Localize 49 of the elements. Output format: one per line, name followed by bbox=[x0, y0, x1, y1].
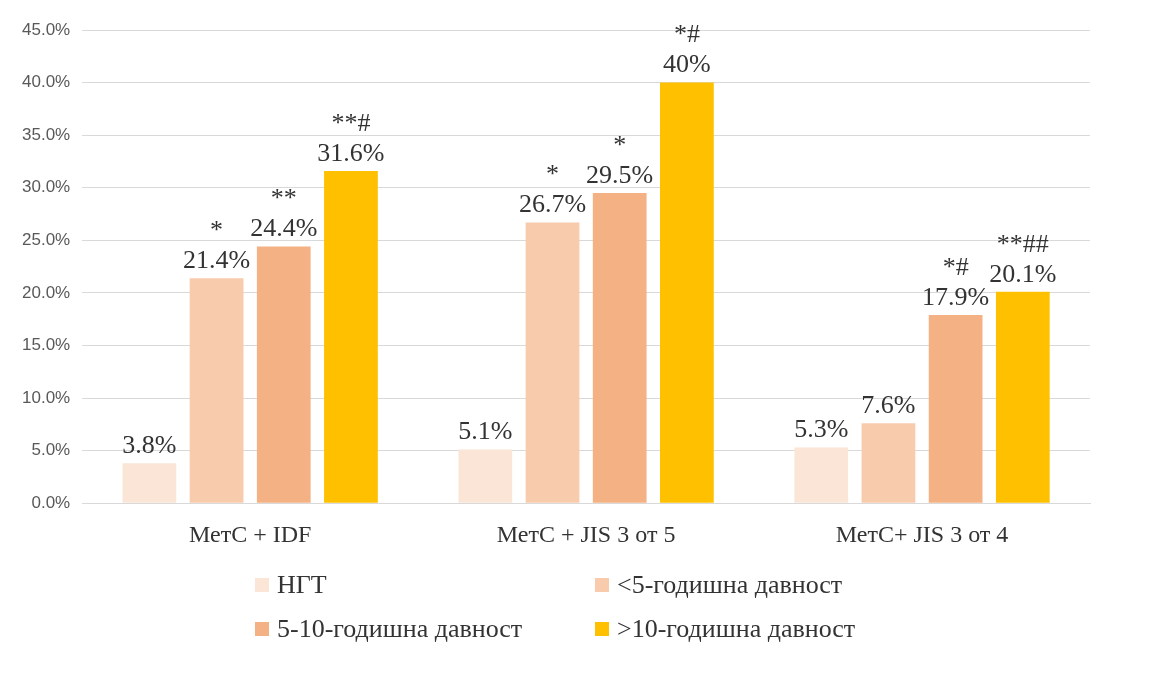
data-label: 29.5% bbox=[586, 159, 654, 189]
data-label: 24.4% bbox=[250, 213, 318, 243]
data-label: 7.6% bbox=[861, 390, 916, 420]
bar bbox=[995, 291, 1050, 503]
bar bbox=[794, 447, 849, 503]
legend-label: >10-годишна давност bbox=[616, 614, 857, 644]
data-label: 5.3% bbox=[794, 414, 849, 444]
data-label: 5.1% bbox=[458, 416, 513, 446]
y-tick-label: 20.0% bbox=[22, 282, 71, 302]
bar bbox=[324, 170, 378, 503]
annotation: * bbox=[210, 215, 224, 244]
data-label: 40% bbox=[663, 49, 711, 79]
y-tick-label: 35.0% bbox=[22, 124, 71, 144]
annotation: *# bbox=[673, 19, 700, 49]
annotation: * bbox=[546, 159, 560, 189]
bar bbox=[660, 82, 714, 503]
x-tick-label: МетС + JIS 3 от 5 bbox=[496, 520, 676, 547]
bar bbox=[928, 314, 983, 503]
x-tick-label: МетС + IDF bbox=[188, 520, 312, 547]
bar bbox=[189, 278, 244, 503]
y-tick-label: 45.0% bbox=[22, 19, 71, 39]
annotation: **# bbox=[331, 107, 371, 137]
y-tick-label: 30.0% bbox=[22, 177, 71, 197]
data-label: 3.8% bbox=[122, 430, 177, 460]
data-label: 17.9% bbox=[922, 281, 990, 311]
bar bbox=[592, 192, 647, 503]
legend-label: <5-годишна давност bbox=[616, 570, 844, 600]
bar bbox=[525, 222, 580, 503]
annotation: **## bbox=[996, 228, 1049, 258]
data-label: 26.7% bbox=[518, 189, 587, 219]
legend-label: 5-10-годишна давност bbox=[276, 614, 524, 644]
y-tick-label: 40.0% bbox=[22, 72, 71, 92]
data-label: 31.6% bbox=[317, 137, 385, 167]
y-tick-label: 0.0% bbox=[31, 492, 71, 512]
annotation: * bbox=[613, 129, 627, 159]
y-tick-label: 10.0% bbox=[22, 387, 71, 407]
annotation: ** bbox=[270, 183, 297, 213]
x-tick-label: МетС+ JIS 3 от 4 bbox=[835, 520, 1009, 547]
data-label: 21.4% bbox=[182, 245, 251, 274]
bar bbox=[256, 246, 311, 503]
data-label: 20.1% bbox=[989, 258, 1057, 288]
y-tick-label: 15.0% bbox=[22, 335, 71, 355]
bar bbox=[458, 449, 513, 503]
bar bbox=[861, 423, 916, 503]
bar bbox=[122, 463, 177, 503]
annotation: *# bbox=[942, 251, 969, 281]
legend-label: НГТ bbox=[276, 570, 328, 600]
y-tick-label: 25.0% bbox=[22, 230, 71, 249]
y-tick-label: 5.0% bbox=[31, 440, 71, 460]
